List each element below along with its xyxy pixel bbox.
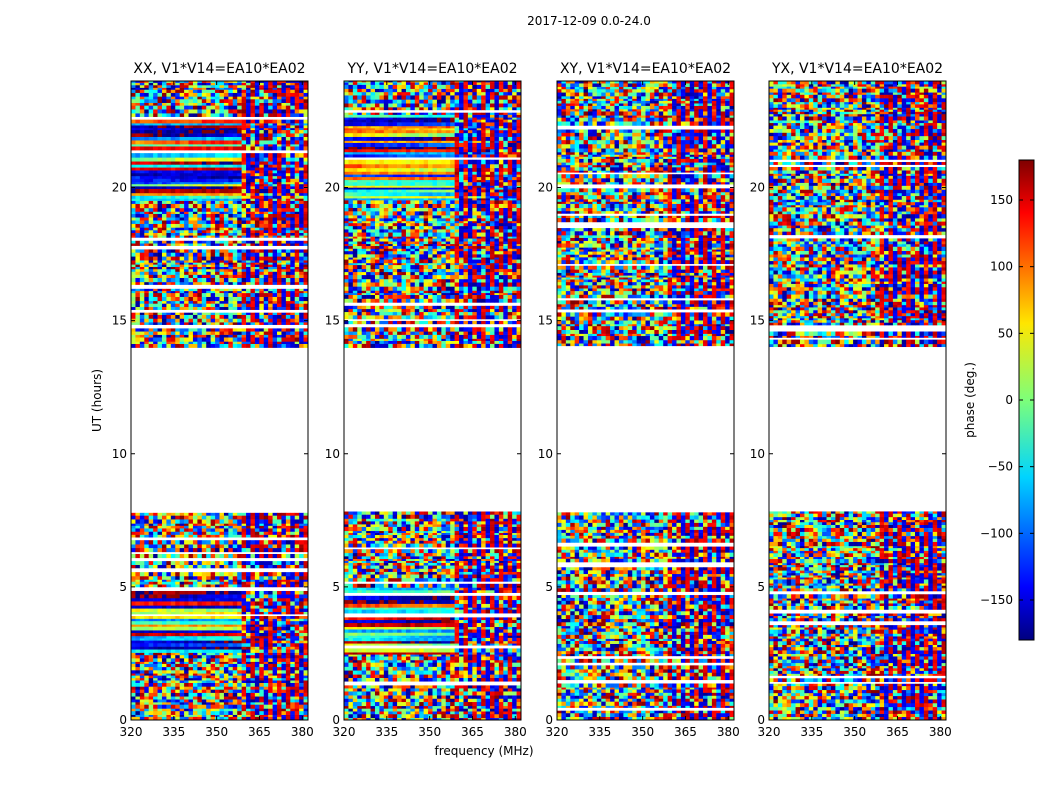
- panel-3: 320 335 350 365 380 0 5 10 15 20 XY, V1*V14=EA10*E…: [538, 61, 740, 739]
- panel-2: 320 335 350 365 380 0 5 10 15 20 YY, V1*V14=EA10*E…: [325, 61, 534, 758]
- phase-heatmap: [769, 81, 946, 720]
- panel-1: 320 335 350 365 380 0 5 10 15 20 XX, V1*V14=EA10*E…: [90, 61, 314, 739]
- panel-4: 320 335 350 365 380 0 5 10 15 20 YX, V1*V14=EA10*E…: [750, 61, 952, 739]
- x-tick-label: 365: [248, 725, 271, 739]
- y-tick-label: 5: [545, 580, 553, 594]
- x-tick-label: 350: [631, 725, 654, 739]
- x-tick-label: 380: [717, 725, 740, 739]
- panel-title: YY, V1*V14=EA10*EA02: [346, 61, 517, 77]
- x-tick-label: 350: [843, 725, 866, 739]
- x-tick-label: 380: [504, 725, 527, 739]
- x-axis-label: frequency (MHz): [434, 744, 533, 758]
- y-tick-label: 15: [750, 314, 765, 328]
- y-tick-label: 20: [112, 181, 127, 195]
- y-tick-label: 5: [332, 580, 340, 594]
- x-tick-label: 365: [461, 725, 484, 739]
- x-tick-label: 320: [333, 725, 356, 739]
- y-tick-label: 10: [325, 447, 340, 461]
- figure-canvas: 320 335 350 365 380 0 5 10 15 20 XX, V1*V14=EA10*E…: [0, 0, 1050, 800]
- colorbar-tick-label: −50: [988, 460, 1013, 474]
- phase-heatmap: [344, 81, 521, 720]
- colorbar: 150 100 50 0 −50 −100 −150 phase (deg.): [963, 160, 1034, 640]
- x-tick-label: 365: [674, 725, 697, 739]
- y-tick-label: 0: [332, 713, 340, 727]
- y-tick-label: 10: [112, 447, 127, 461]
- colorbar-tick-label: −100: [980, 526, 1013, 540]
- y-tick-label: 15: [112, 314, 127, 328]
- y-tick-label: 10: [750, 447, 765, 461]
- x-tick-label: 365: [886, 725, 909, 739]
- panel-title: XX, V1*V14=EA10*EA02: [133, 61, 305, 77]
- x-tick-label: 335: [375, 725, 398, 739]
- y-axis-label: UT (hours): [90, 369, 104, 432]
- x-tick-label: 350: [205, 725, 228, 739]
- x-tick-label: 335: [800, 725, 823, 739]
- x-tick-label: 320: [546, 725, 569, 739]
- panel-title: XY, V1*V14=EA10*EA02: [560, 61, 731, 77]
- colorbar-label: phase (deg.): [963, 362, 977, 438]
- y-tick-label: 5: [119, 580, 127, 594]
- phase-heatmap: [131, 81, 308, 720]
- x-tick-label: 380: [291, 725, 314, 739]
- x-tick-label: 350: [418, 725, 441, 739]
- colorbar-tick-label: 0: [1005, 393, 1013, 407]
- colorbar-tick-label: 100: [990, 260, 1013, 274]
- y-tick-label: 0: [119, 713, 127, 727]
- y-tick-label: 0: [545, 713, 553, 727]
- x-tick-label: 320: [758, 725, 781, 739]
- y-tick-label: 20: [750, 181, 765, 195]
- y-tick-label: 20: [325, 181, 340, 195]
- colorbar-tick-label: 150: [990, 193, 1013, 207]
- phase-heatmap: [557, 81, 734, 720]
- y-tick-label: 10: [538, 447, 553, 461]
- colorbar-tick-label: −150: [980, 593, 1013, 607]
- x-tick-label: 380: [929, 725, 952, 739]
- y-tick-label: 15: [538, 314, 553, 328]
- colorbar-tick-label: 50: [998, 326, 1013, 340]
- x-tick-label: 335: [162, 725, 185, 739]
- y-tick-label: 20: [538, 181, 553, 195]
- panel-title: YX, V1*V14=EA10*EA02: [771, 61, 943, 77]
- y-tick-label: 0: [757, 713, 765, 727]
- x-tick-label: 320: [120, 725, 143, 739]
- x-tick-label: 335: [588, 725, 611, 739]
- y-tick-label: 5: [757, 580, 765, 594]
- y-tick-label: 15: [325, 314, 340, 328]
